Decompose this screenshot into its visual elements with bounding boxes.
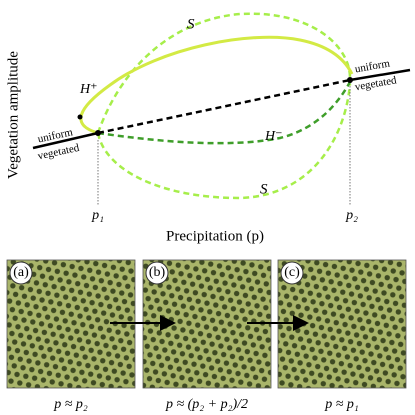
panel-label: (b) [149, 265, 166, 280]
h-minus-label: H⁻ [264, 129, 283, 144]
panel-caption: p ≈ (p₂ + p₂)/2 [165, 397, 248, 412]
h-plus-label: H⁺ [79, 82, 98, 97]
panel-badge [9, 261, 33, 285]
point-h-plus [77, 114, 83, 120]
h-minus-branch [97, 81, 352, 145]
stable-uniform-left [32, 131, 99, 150]
s-label: S [187, 16, 195, 32]
panel-label: (c) [284, 265, 300, 280]
stable-uniform-right [349, 68, 411, 82]
tick-label: p₂ [345, 208, 358, 223]
point-p1 [95, 130, 101, 136]
s-branch-bottom [96, 83, 352, 200]
panel-label: (a) [13, 265, 29, 280]
s-branch-top [96, 12, 352, 134]
y-axis-label: Vegetation amplitude [5, 51, 21, 179]
panel-caption: p ≈ p₂ [53, 397, 88, 412]
panel-caption: p ≈ p₁ [324, 397, 359, 412]
panels: (a) (b) (c) p ≈ p₂ p ≈ (p₂ + p₂)/2 p ≈ p… [6, 259, 407, 412]
s-label: S [260, 181, 268, 197]
state-label: uniform [354, 57, 391, 75]
unstable-uniform [97, 78, 351, 135]
h-plus-branch [79, 35, 354, 135]
panel-badge [280, 261, 304, 285]
tick-label: p₁ [91, 208, 104, 223]
bifurcation-diagram: S S H⁺ H⁻ uniform vegetated uniform vege… [5, 12, 411, 244]
x-axis-label: Precipitation (p) [166, 228, 264, 244]
point-p2 [347, 77, 353, 83]
panel-badge [145, 261, 169, 285]
